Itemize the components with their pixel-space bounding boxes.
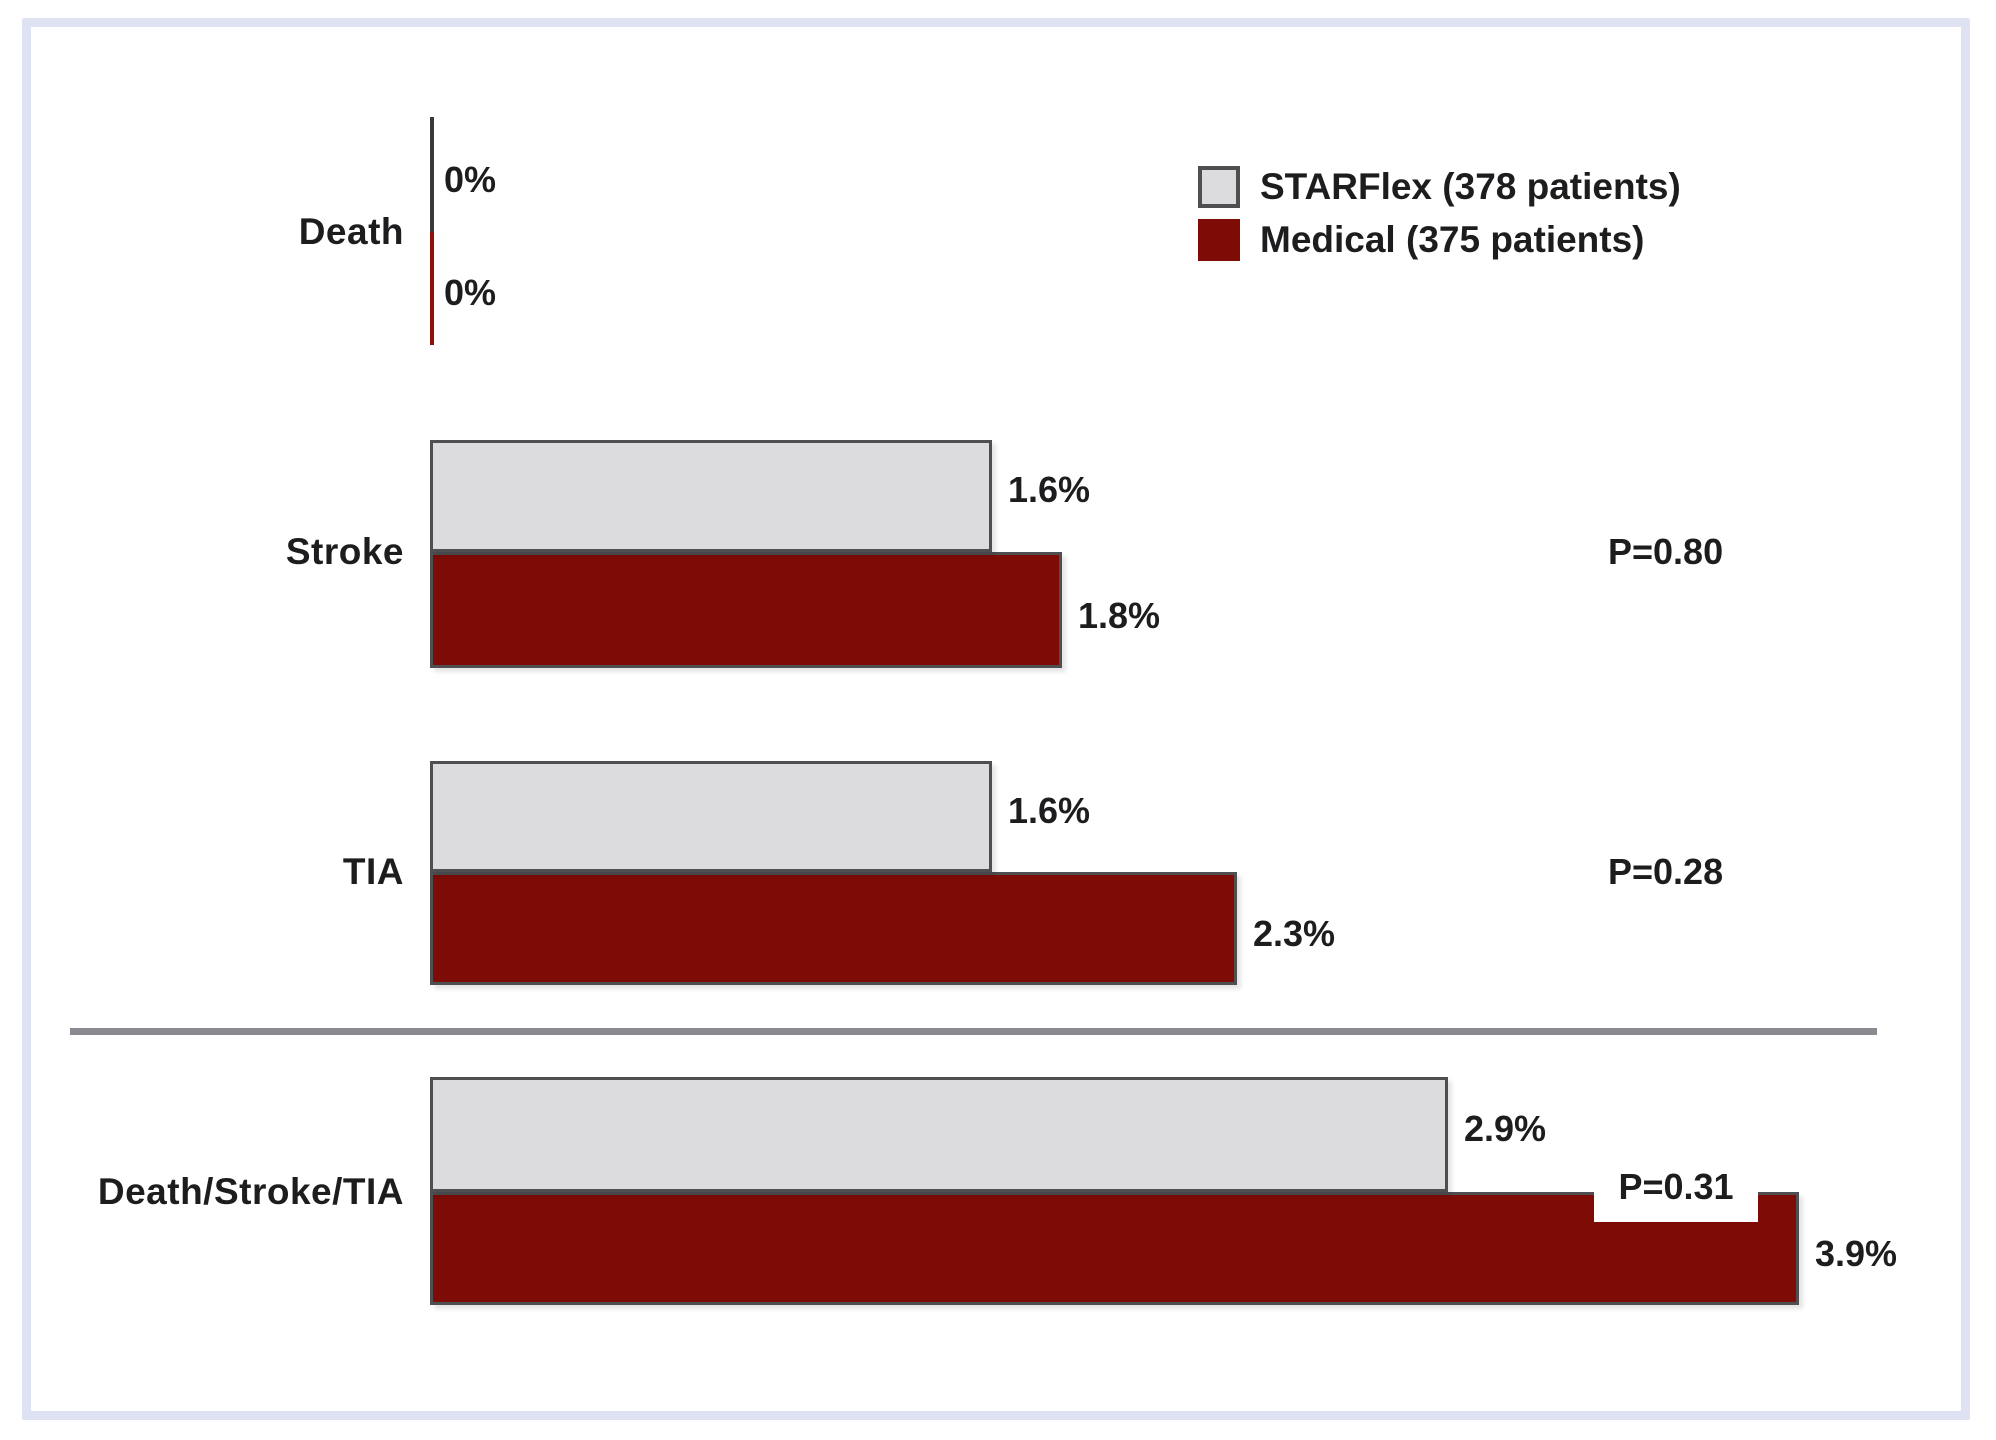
value-label-starflex-death: 0% xyxy=(444,159,497,200)
legend-swatch-medical xyxy=(1198,219,1240,261)
category-label-tia: TIA xyxy=(342,851,404,892)
value-label-starflex-stroke: 1.6% xyxy=(1008,469,1091,510)
p-value-stroke: P=0.80 xyxy=(1608,531,1724,572)
value-label-starflex-death-stroke-tia: 2.9% xyxy=(1464,1108,1547,1149)
bar-starflex-tia xyxy=(430,761,992,872)
bar-starflex-death-stroke-tia xyxy=(430,1077,1448,1192)
legend: STARFlex (378 patients) Medical (375 pat… xyxy=(1198,166,1681,261)
category-label-death: Death xyxy=(298,211,404,252)
bar-starflex-stroke xyxy=(430,440,992,552)
p-value-tia: P=0.28 xyxy=(1608,851,1724,892)
category-label-death-stroke-tia: Death/Stroke/TIA xyxy=(97,1171,404,1212)
bar-medical-death-stroke-tia xyxy=(430,1192,1799,1305)
legend-swatch-starflex xyxy=(1198,166,1240,208)
p-value-box-death-stroke-tia: P=0.31 xyxy=(1594,1152,1758,1222)
value-label-starflex-tia: 1.6% xyxy=(1008,790,1091,831)
value-label-medical-stroke: 1.8% xyxy=(1078,595,1161,636)
legend-label-starflex: STARFlex (378 patients) xyxy=(1260,166,1681,207)
value-label-medical-tia: 2.3% xyxy=(1253,913,1336,954)
value-label-medical-death: 0% xyxy=(444,272,497,313)
bar-medical-tia xyxy=(430,872,1237,985)
legend-item-medical: Medical (375 patients) xyxy=(1198,219,1681,261)
legend-label-medical: Medical (375 patients) xyxy=(1260,219,1645,260)
category-label-stroke: Stroke xyxy=(285,531,404,572)
legend-item-starflex: STARFlex (378 patients) xyxy=(1198,166,1681,208)
zero-axis-starflex-death xyxy=(430,117,434,232)
value-label-medical-death-stroke-tia: 3.9% xyxy=(1815,1233,1898,1274)
zero-axis-medical-death xyxy=(430,232,434,345)
bar-medical-stroke xyxy=(430,552,1062,668)
separator-line xyxy=(70,1028,1877,1035)
